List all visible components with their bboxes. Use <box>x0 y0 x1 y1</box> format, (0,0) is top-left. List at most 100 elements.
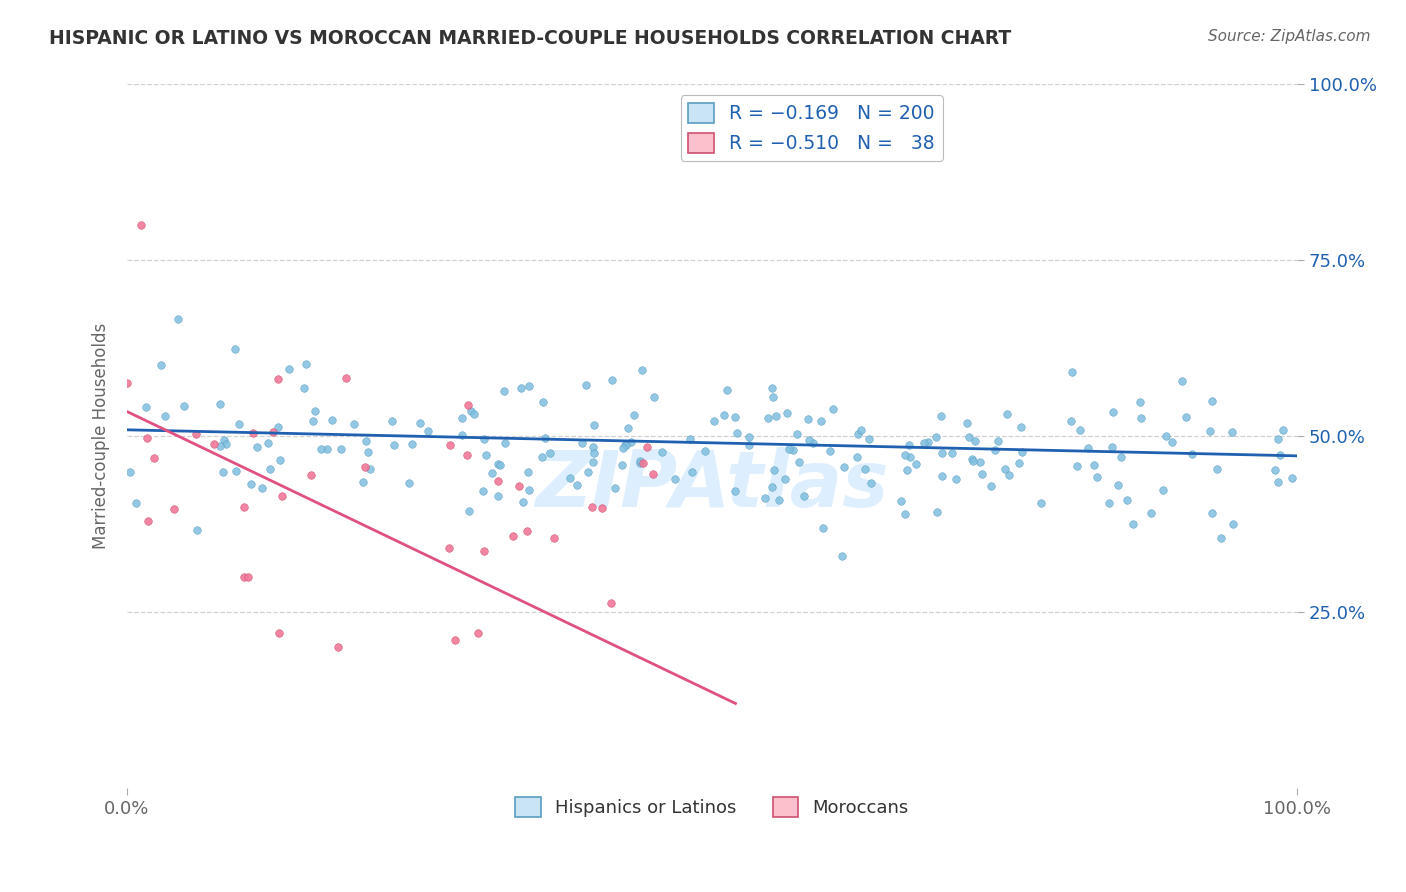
Point <box>776 406 799 420</box>
Point <box>994 461 1017 475</box>
Point <box>257 436 280 450</box>
Point <box>963 434 986 449</box>
Point <box>471 483 494 498</box>
Point <box>761 381 783 395</box>
Point <box>233 570 256 584</box>
Point <box>492 384 515 398</box>
Point <box>724 484 747 499</box>
Point <box>623 409 645 423</box>
Point <box>439 438 461 452</box>
Point <box>894 507 917 521</box>
Point <box>583 446 606 460</box>
Point <box>679 432 702 446</box>
Point <box>409 416 432 430</box>
Point <box>512 495 534 509</box>
Point <box>567 478 589 492</box>
Point <box>1201 507 1223 521</box>
Point <box>763 463 786 477</box>
Point <box>508 479 530 493</box>
Point <box>1122 517 1144 532</box>
Point <box>1152 483 1174 497</box>
Point <box>664 472 686 486</box>
Point <box>945 472 967 486</box>
Point <box>352 475 374 490</box>
Point <box>681 465 703 479</box>
Point <box>1010 420 1032 434</box>
Point <box>925 505 948 519</box>
Point <box>202 436 225 450</box>
Text: HISPANIC OR LATINO VS MOROCCAN MARRIED-COUPLE HOUSEHOLDS CORRELATION CHART: HISPANIC OR LATINO VS MOROCCAN MARRIED-C… <box>49 29 1011 48</box>
Point <box>236 570 259 584</box>
Point <box>1101 405 1123 419</box>
Point <box>610 458 633 472</box>
Point <box>905 457 928 471</box>
Point <box>782 442 804 457</box>
Point <box>458 504 481 518</box>
Point <box>292 381 315 395</box>
Point <box>538 446 561 460</box>
Point <box>832 459 855 474</box>
Point <box>925 430 948 444</box>
Point <box>214 434 236 448</box>
Point <box>150 358 173 372</box>
Point <box>651 444 673 458</box>
Point <box>186 523 208 537</box>
Point <box>543 532 565 546</box>
Point <box>1270 448 1292 462</box>
Point <box>486 475 509 489</box>
Point <box>602 372 624 386</box>
Point <box>716 383 738 397</box>
Point <box>1220 425 1243 439</box>
Point <box>136 431 159 445</box>
Point <box>1267 475 1289 489</box>
Point <box>754 491 776 506</box>
Point <box>1077 441 1099 455</box>
Point <box>849 423 872 437</box>
Point <box>846 450 869 464</box>
Point <box>326 640 349 655</box>
Point <box>239 476 262 491</box>
Point <box>356 434 378 448</box>
Point <box>153 409 176 423</box>
Point <box>995 407 1018 421</box>
Point <box>980 479 1002 493</box>
Point <box>252 481 274 495</box>
Point <box>259 462 281 476</box>
Point <box>821 402 844 417</box>
Point <box>617 421 640 435</box>
Point <box>738 430 761 444</box>
Point <box>1175 409 1198 424</box>
Point <box>242 425 264 440</box>
Point <box>786 427 808 442</box>
Point <box>481 467 503 481</box>
Point <box>450 428 472 442</box>
Point <box>530 450 553 464</box>
Text: ZIPAtlas: ZIPAtlas <box>536 448 889 524</box>
Point <box>1140 507 1163 521</box>
Point <box>957 430 980 444</box>
Point <box>773 472 796 486</box>
Point <box>620 434 643 449</box>
Point <box>184 427 207 442</box>
Point <box>517 379 540 393</box>
Point <box>633 456 655 470</box>
Point <box>1066 458 1088 473</box>
Point <box>591 500 613 515</box>
Point <box>778 442 800 456</box>
Point <box>1201 394 1223 409</box>
Point <box>278 361 301 376</box>
Point <box>534 432 557 446</box>
Point <box>890 494 912 508</box>
Point <box>125 496 148 510</box>
Point <box>956 416 979 430</box>
Point <box>120 465 142 479</box>
Point <box>962 454 984 468</box>
Point <box>510 381 533 395</box>
Point <box>725 425 748 440</box>
Point <box>517 465 540 479</box>
Point <box>636 441 658 455</box>
Point <box>631 363 654 377</box>
Point <box>494 436 516 450</box>
Point <box>581 500 603 514</box>
Point <box>600 596 623 610</box>
